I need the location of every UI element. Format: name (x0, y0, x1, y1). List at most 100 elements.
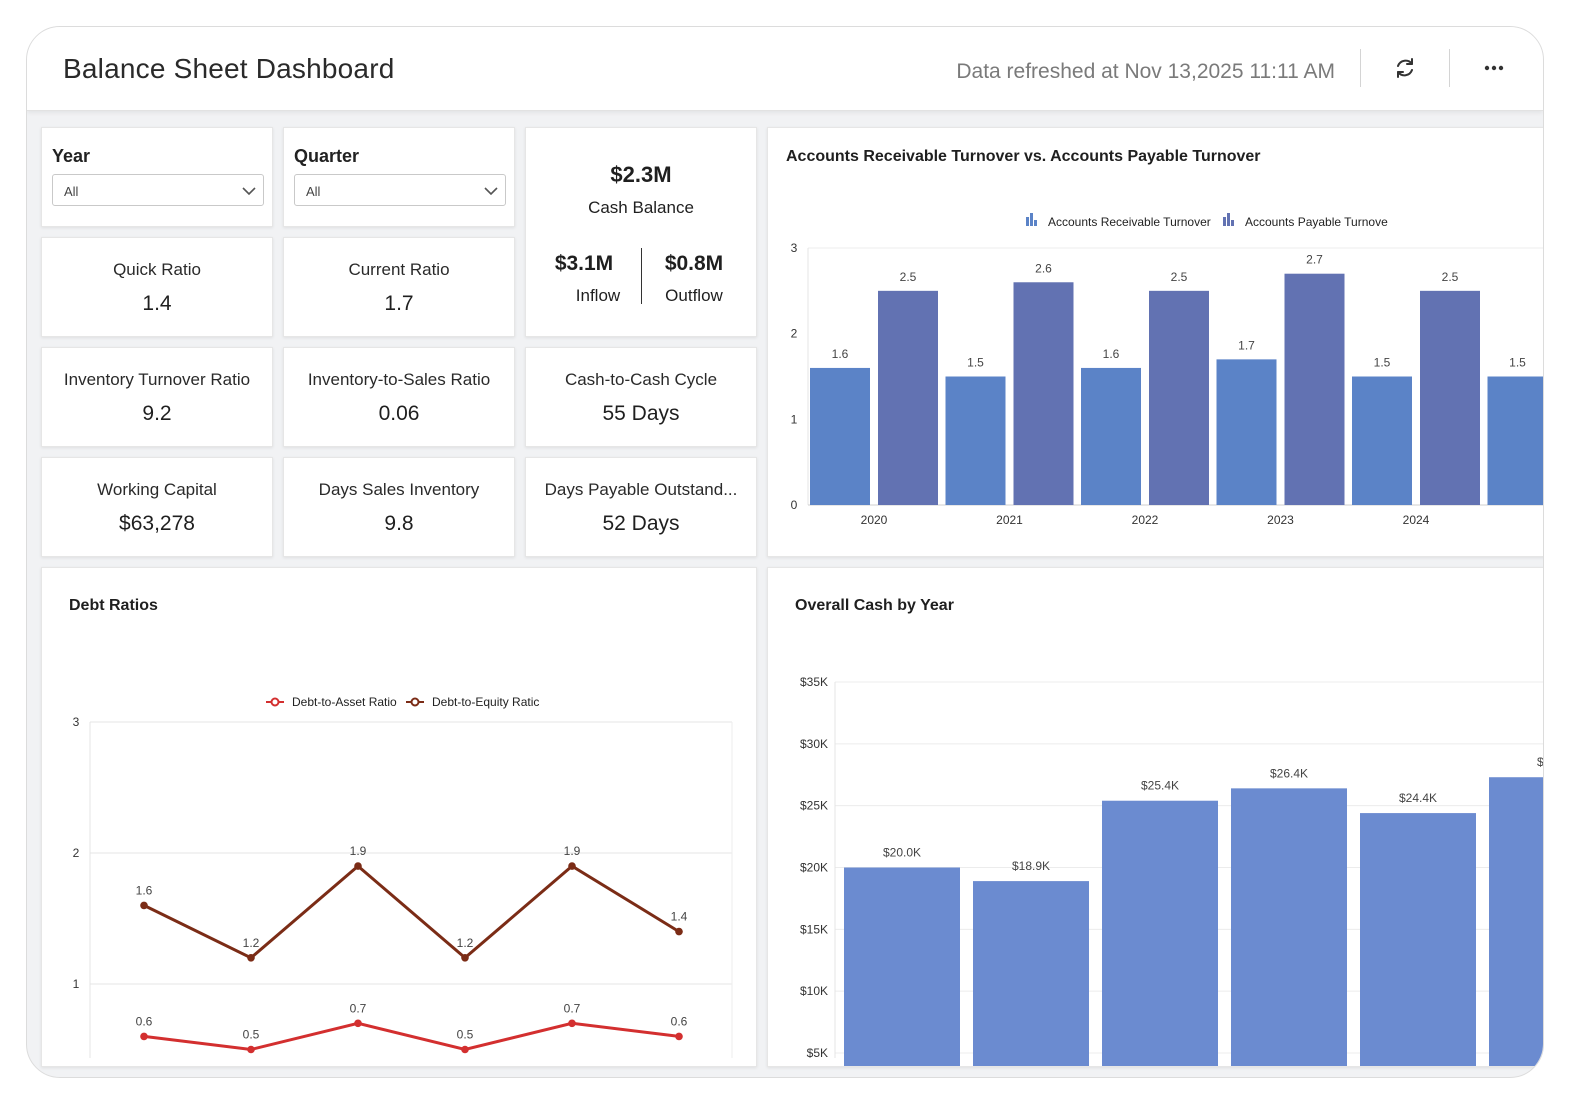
dashboard-frame: Balance Sheet Dashboard Data refreshed a… (26, 26, 1544, 1078)
legend-label: Debt-to-Equity Ratic (432, 695, 539, 709)
data-point (461, 1045, 469, 1054)
bar (810, 367, 870, 505)
kpi-label: Inventory-to-Sales Ratio (307, 370, 491, 389)
y-tick-label: $25K (800, 799, 828, 813)
series-line (143, 864, 680, 960)
bar (1489, 777, 1543, 1066)
y-tick-label: 3 (73, 715, 80, 729)
ar-ap-turnover-chart-card: Accounts Receivable Turnover vs. Account… (767, 127, 1543, 557)
data-label: 1.6 (136, 883, 153, 897)
bar (1216, 359, 1277, 505)
data-label: 1.2 (457, 936, 474, 950)
data-label: 0.5 (457, 1028, 474, 1042)
bar (878, 290, 938, 505)
chart-title: Accounts Receivable Turnover vs. Account… (786, 148, 1261, 165)
year-filter-label: Year (52, 146, 91, 166)
data-label: 2.7 (1306, 253, 1323, 267)
bar (844, 867, 960, 1066)
overall-cash-chart-card: Overall Cash by Year $5K $10K $15K $20K $25K… (767, 567, 1544, 1067)
debt-ratios-chart-card: Debt Ratios 1 2 3 0.6 0.5 0.7 0.5 0.7 0.6 1.6 1.2 1… (41, 567, 757, 1067)
data-label: 1.9 (564, 844, 581, 858)
kpi-card-inventory-to-sales: Inventory-to-Sales Ratio 0.06 (283, 347, 515, 447)
y-tick-label: $35K (800, 675, 828, 689)
legend-icon (270, 697, 280, 707)
chevron-down-icon (242, 187, 256, 196)
legend-icon (1030, 213, 1033, 226)
y-tick-label: 3 (791, 241, 798, 255)
data-label: 1.5 (1509, 356, 1526, 370)
inflow-value: $3.1M (554, 252, 614, 275)
chevron-down-icon (484, 187, 498, 196)
quarter-select[interactable]: All (294, 174, 506, 206)
data-point (675, 1032, 683, 1041)
more-horizontal-icon (1484, 65, 1504, 71)
cash-balance-label: Cash Balance (588, 198, 694, 217)
outflow-label: Outflow (665, 286, 723, 305)
data-label: 1.6 (832, 347, 849, 361)
kpi-value: 52 Days (602, 512, 680, 535)
kpi-label: Quick Ratio (113, 260, 201, 279)
legend-icon (1034, 220, 1037, 226)
legend-label: Debt-to-Asset Ratio (292, 695, 397, 709)
cash-balance-card: $2.3M Cash Balance $3.1M Inflow $0.8M Ou… (525, 127, 757, 337)
data-label: $25.4K (1141, 779, 1179, 793)
data-point (675, 927, 683, 936)
x-tick-label: 2021 (996, 513, 1023, 527)
y-tick-label: 2 (791, 327, 798, 341)
header-divider (1360, 49, 1361, 87)
kpi-value: 55 Days (602, 402, 680, 425)
kpi-value: 1.7 (384, 292, 414, 315)
legend-icon (1026, 217, 1029, 226)
legend-icon (410, 697, 420, 707)
dashboard-header: Balance Sheet Dashboard Data refreshed a… (27, 27, 1543, 111)
legend-label: Accounts Payable Turnove (1245, 215, 1388, 229)
year-select[interactable]: All (52, 174, 264, 206)
y-tick-label: 0 (791, 498, 798, 512)
data-label: 1.5 (1374, 356, 1391, 370)
data-point (140, 1032, 148, 1041)
kpi-label: Working Capital (97, 480, 217, 499)
data-label: 1.9 (350, 844, 367, 858)
kpi-label: Current Ratio (348, 260, 450, 279)
quarter-filter-card: Quarter All (283, 127, 515, 227)
y-tick-label: 1 (73, 977, 80, 991)
data-label: $18.9K (1012, 859, 1050, 873)
data-refreshed-text: Data refreshed at Nov 13,2025 11:11 AM (956, 60, 1335, 83)
data-label: 1.2 (243, 936, 260, 950)
data-label: 1.6 (1103, 347, 1120, 361)
legend-icon (1231, 220, 1234, 226)
x-tick-label: 2020 (861, 513, 888, 527)
kpi-label: Days Sales Inventory (318, 480, 480, 499)
data-point (140, 901, 148, 910)
more-options-button[interactable] (1477, 51, 1511, 85)
kpi-card-working-capital: Working Capital $63,278 (41, 457, 273, 557)
kpi-card-quick-ratio: Quick Ratio 1.4 (41, 237, 273, 337)
ar-ap-turnover-chart: 0 1 2 3 1.6 2.5 2020 1.5 2.6 2021 1.6 2.5 2022 1.7 2.7… (791, 213, 1543, 527)
y-tick-label: $20K (800, 861, 828, 875)
kpi-card-inventory-turnover: Inventory Turnover Ratio 9.2 (41, 347, 273, 447)
data-label: 2.6 (1035, 261, 1052, 275)
data-label: 1.4 (671, 910, 688, 924)
y-tick-label: 1 (791, 412, 798, 426)
y-tick-label: $10K (800, 984, 828, 998)
chart-title: Debt Ratios (69, 597, 158, 614)
kpi-card-days-sales-inventory: Days Sales Inventory 9.8 (283, 457, 515, 557)
kpi-label: Inventory Turnover Ratio (63, 370, 251, 389)
data-point (247, 1045, 255, 1054)
data-label: 2.5 (1442, 270, 1459, 284)
bar (1231, 788, 1347, 1066)
refresh-button[interactable] (1388, 51, 1422, 85)
data-label: $27 (1537, 755, 1544, 769)
overall-cash-chart: $5K $10K $15K $20K $25K $30K $35K $20.0K $18.9K $… (800, 675, 1544, 1066)
data-label: 2.5 (900, 270, 917, 284)
quarter-filter-label: Quarter (294, 146, 360, 166)
kpi-value: $63,278 (119, 512, 195, 535)
data-point (568, 1019, 576, 1028)
data-point (354, 1019, 362, 1028)
kpi-card-current-ratio: Current Ratio 1.7 (283, 237, 515, 337)
header-divider (1449, 49, 1450, 87)
kpi-card-cash-to-cash: Cash-to-Cash Cycle 55 Days (525, 347, 757, 447)
y-tick-label: $15K (800, 922, 828, 936)
data-label: 1.7 (1238, 338, 1255, 352)
data-point (354, 862, 362, 870)
